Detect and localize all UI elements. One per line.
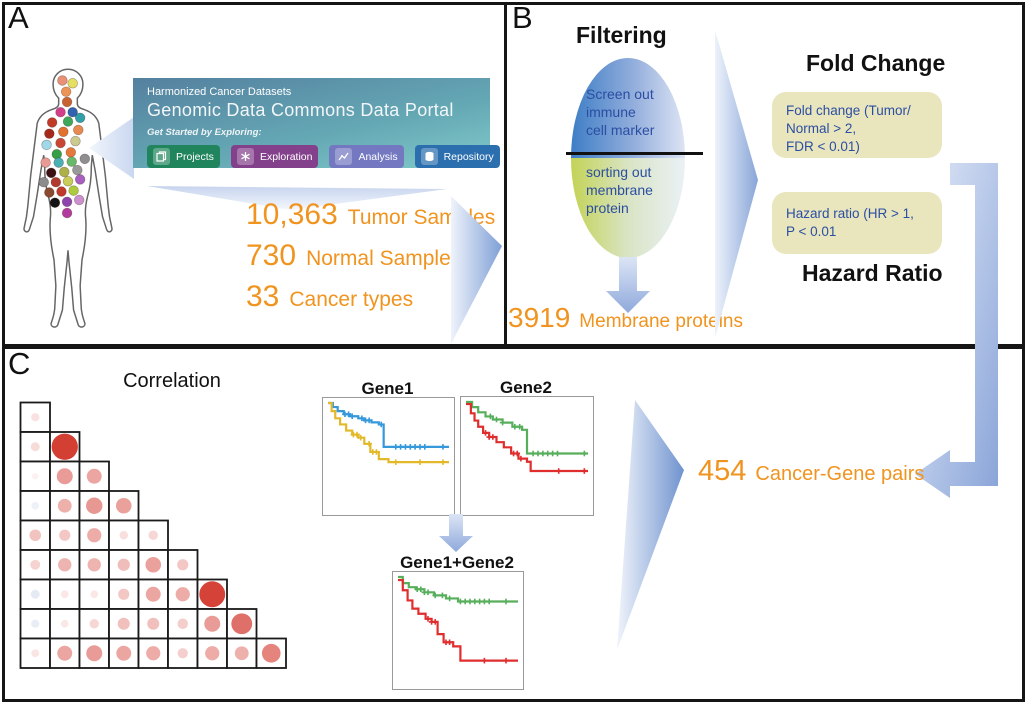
ellipse-divider-line <box>566 152 703 155</box>
flow-arrow-c-to-result-icon <box>617 400 684 650</box>
flow-arrow-criteria-to-result-icon <box>915 163 998 498</box>
flow-arrow-down-wide-icon <box>147 186 447 210</box>
km-down-arrow-icon <box>439 514 473 552</box>
flow-arrow-a-to-b-icon <box>451 196 502 344</box>
cancer-types-label: Cancer types <box>289 288 414 311</box>
membrane-proteins-result: 3919 Membrane proteins <box>508 302 743 334</box>
analysis-button[interactable]: Analysis <box>329 145 404 168</box>
exploration-button-label: Exploration <box>259 150 313 163</box>
repository-icon <box>420 148 438 165</box>
panel-b-border <box>504 2 1025 347</box>
cancer-gene-pairs-value: 454 <box>698 455 747 487</box>
filtering-ellipse <box>571 58 685 258</box>
panel-c-label: C <box>8 346 31 381</box>
hazard-ratio-box: Hazard ratio (HR > 1, P < 0.01 <box>772 192 942 254</box>
flow-arrow-left-icon <box>89 117 134 179</box>
cancer-type-dots <box>38 75 91 219</box>
ellipse-top-half <box>571 58 685 158</box>
normal-samples-value: 730 <box>246 239 297 272</box>
gdc-title: Genomic Data Commons Data Portal <box>147 100 454 120</box>
flow-arrow-filter-to-criteria-icon <box>715 30 758 338</box>
projects-button-label: Projects <box>176 150 214 163</box>
gene2-chart <box>460 396 594 516</box>
analysis-icon <box>335 148 353 165</box>
panel-c-border <box>2 346 1025 702</box>
correlation-title: Correlation <box>123 370 221 392</box>
stat-normal-samples: 730 Normal Samples <box>246 239 495 273</box>
gene1-plus-gene2-title: Gene1+Gene2 <box>400 553 514 572</box>
cancer-gene-pairs-label: Cancer-Gene pairs <box>755 463 925 485</box>
gdc-portal-banner: Harmonized Cancer Datasets Genomic Data … <box>133 78 500 168</box>
membrane-proteins-value: 3919 <box>508 302 571 333</box>
gene1-title: Gene1 <box>361 379 414 398</box>
gene1-km-plot <box>328 401 449 465</box>
gdc-subtitle: Get Started by Exploring: <box>147 127 262 138</box>
normal-samples-label: Normal Samples <box>306 247 462 270</box>
human-body-figure <box>23 68 113 328</box>
repository-button-label: Repository <box>443 150 494 163</box>
repository-button[interactable]: Repository <box>414 145 500 168</box>
projects-button[interactable]: Projects <box>147 145 220 168</box>
gene1-chart <box>322 397 455 516</box>
stat-cancer-types: 33 Cancer types <box>246 280 495 314</box>
correlation-matrix <box>19 401 287 669</box>
panel-a-label: A <box>8 0 29 35</box>
membrane-proteins-label: Membrane proteins <box>579 311 743 332</box>
exploration-button[interactable]: Exploration <box>230 145 319 168</box>
gdc-kicker: Harmonized Cancer Datasets <box>147 86 292 98</box>
cancer-gene-pairs-result: 454 Cancer-Gene pairs <box>698 455 924 488</box>
gene2-km-plot <box>466 400 588 474</box>
cancer-types-value: 33 <box>246 280 280 313</box>
gene2-title: Gene2 <box>500 378 552 397</box>
filtering-heading: Filtering <box>576 22 667 48</box>
exploration-icon <box>236 148 254 165</box>
analysis-button-label: Analysis <box>358 150 398 163</box>
filtering-down-arrow-icon <box>606 257 650 313</box>
projects-icon <box>153 148 170 165</box>
sorting-out-text: sorting out membrane protein <box>586 164 653 216</box>
gene1-plus-gene2-chart <box>392 571 524 690</box>
ellipse-bottom-half <box>571 158 685 258</box>
screen-out-text: Screen out immune cell marker <box>586 86 655 138</box>
fold-change-heading: Fold Change <box>806 50 946 76</box>
gene1-plus-gene2-km-plot <box>398 575 518 664</box>
fold-change-box: Fold change (Tumor/ Normal > 2, FDR < 0.… <box>772 92 942 158</box>
panel-b-label: B <box>512 0 533 35</box>
gdc-button-row: Projects Exploration Analysis Repository <box>147 145 500 168</box>
hazard-ratio-heading: Hazard Ratio <box>802 260 943 286</box>
tumor-samples-value: 10,363 <box>246 198 338 231</box>
